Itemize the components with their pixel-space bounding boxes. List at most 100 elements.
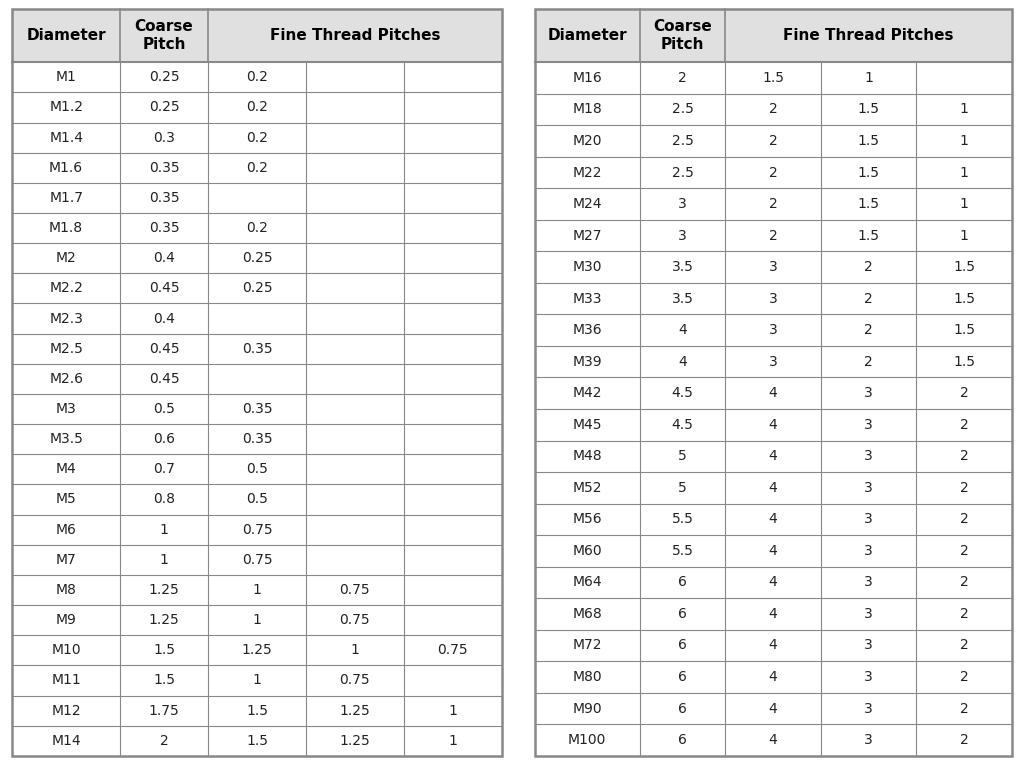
Text: M9: M9 <box>55 613 77 627</box>
Text: M60: M60 <box>572 544 602 558</box>
Text: M36: M36 <box>572 323 602 337</box>
Text: 0.25: 0.25 <box>242 282 272 295</box>
Text: M42: M42 <box>572 386 602 400</box>
Text: 6: 6 <box>678 575 687 589</box>
Text: 3: 3 <box>864 544 872 558</box>
Text: 3: 3 <box>864 449 872 464</box>
Text: 1: 1 <box>959 229 969 243</box>
Text: 2: 2 <box>864 323 872 337</box>
Text: 1.5: 1.5 <box>953 260 975 274</box>
Text: 0.2: 0.2 <box>246 100 268 115</box>
Text: 1.5: 1.5 <box>857 103 880 116</box>
Bar <box>535 9 1012 756</box>
Text: 1: 1 <box>449 734 458 747</box>
Text: M2: M2 <box>55 251 77 265</box>
Text: 5.5: 5.5 <box>672 513 693 526</box>
Text: 2: 2 <box>959 639 969 653</box>
Text: 1: 1 <box>959 165 969 180</box>
Text: M1.8: M1.8 <box>49 221 83 235</box>
Text: 3: 3 <box>864 639 872 653</box>
Text: 1.5: 1.5 <box>762 71 784 85</box>
Text: 2.5: 2.5 <box>672 134 693 148</box>
Text: 6: 6 <box>678 607 687 621</box>
Text: 0.35: 0.35 <box>148 161 179 174</box>
Text: 0.35: 0.35 <box>148 221 179 235</box>
Text: M64: M64 <box>572 575 602 589</box>
Text: M2.5: M2.5 <box>49 342 83 356</box>
Text: 0.35: 0.35 <box>242 432 272 446</box>
Text: 3: 3 <box>864 670 872 684</box>
Text: M2.2: M2.2 <box>49 282 83 295</box>
Text: M2.3: M2.3 <box>49 311 83 326</box>
Text: 1: 1 <box>449 704 458 718</box>
Text: 3: 3 <box>864 702 872 715</box>
Text: M22: M22 <box>572 165 602 180</box>
Text: 1: 1 <box>959 197 969 211</box>
Text: 2: 2 <box>959 513 969 526</box>
Text: 0.5: 0.5 <box>153 402 175 416</box>
Text: 0.5: 0.5 <box>246 462 268 477</box>
Bar <box>535 9 1012 756</box>
Text: 0.2: 0.2 <box>246 161 268 174</box>
Text: 1.25: 1.25 <box>242 643 272 657</box>
Text: M90: M90 <box>572 702 602 715</box>
Text: Diameter: Diameter <box>27 28 105 43</box>
Text: 6: 6 <box>678 670 687 684</box>
Text: M6: M6 <box>55 522 77 536</box>
Text: 1: 1 <box>160 553 169 567</box>
Text: 4: 4 <box>769 513 777 526</box>
Text: 1: 1 <box>160 522 169 536</box>
Text: M1.2: M1.2 <box>49 100 83 115</box>
Bar <box>12 9 502 756</box>
Text: M11: M11 <box>51 673 81 688</box>
Text: M1.6: M1.6 <box>49 161 83 174</box>
Text: M33: M33 <box>572 291 602 306</box>
Text: 2: 2 <box>769 197 777 211</box>
Text: M20: M20 <box>572 134 602 148</box>
Bar <box>12 9 502 62</box>
Text: 3: 3 <box>769 291 777 306</box>
Text: 0.2: 0.2 <box>246 70 268 84</box>
Text: M72: M72 <box>572 639 602 653</box>
Text: 0.35: 0.35 <box>148 191 179 205</box>
Text: 1.25: 1.25 <box>148 583 179 597</box>
Text: 2: 2 <box>959 544 969 558</box>
Text: 3: 3 <box>769 355 777 369</box>
Text: 4: 4 <box>769 386 777 400</box>
Text: M27: M27 <box>572 229 602 243</box>
Text: 3: 3 <box>864 513 872 526</box>
Text: 0.8: 0.8 <box>153 493 175 506</box>
Text: 3.5: 3.5 <box>672 291 693 306</box>
Text: 4: 4 <box>769 544 777 558</box>
Text: 0.4: 0.4 <box>153 311 175 326</box>
Text: 0.45: 0.45 <box>148 372 179 386</box>
Text: 4: 4 <box>769 670 777 684</box>
Text: 5.5: 5.5 <box>672 544 693 558</box>
Text: 4: 4 <box>678 323 687 337</box>
Text: 4: 4 <box>769 702 777 715</box>
Text: M39: M39 <box>572 355 602 369</box>
Text: M8: M8 <box>55 583 77 597</box>
Text: M3.5: M3.5 <box>49 432 83 446</box>
Text: 0.75: 0.75 <box>340 583 371 597</box>
Text: 4: 4 <box>769 639 777 653</box>
Text: 1.25: 1.25 <box>340 704 371 718</box>
Text: 4: 4 <box>678 355 687 369</box>
Text: M14: M14 <box>51 734 81 747</box>
Text: M3: M3 <box>55 402 77 416</box>
Text: 5: 5 <box>678 481 687 495</box>
Text: 3: 3 <box>864 481 872 495</box>
Text: 0.75: 0.75 <box>242 553 272 567</box>
Text: 1.5: 1.5 <box>953 355 975 369</box>
Text: 2.5: 2.5 <box>672 103 693 116</box>
Text: 1: 1 <box>350 643 359 657</box>
Text: Coarse
Pitch: Coarse Pitch <box>134 19 194 52</box>
Text: M80: M80 <box>572 670 602 684</box>
Text: 2: 2 <box>678 71 687 85</box>
Text: 2: 2 <box>959 575 969 589</box>
Text: 2: 2 <box>160 734 168 747</box>
Text: 3: 3 <box>864 607 872 621</box>
Text: M52: M52 <box>572 481 602 495</box>
Bar <box>535 9 1012 62</box>
Text: 3.5: 3.5 <box>672 260 693 274</box>
